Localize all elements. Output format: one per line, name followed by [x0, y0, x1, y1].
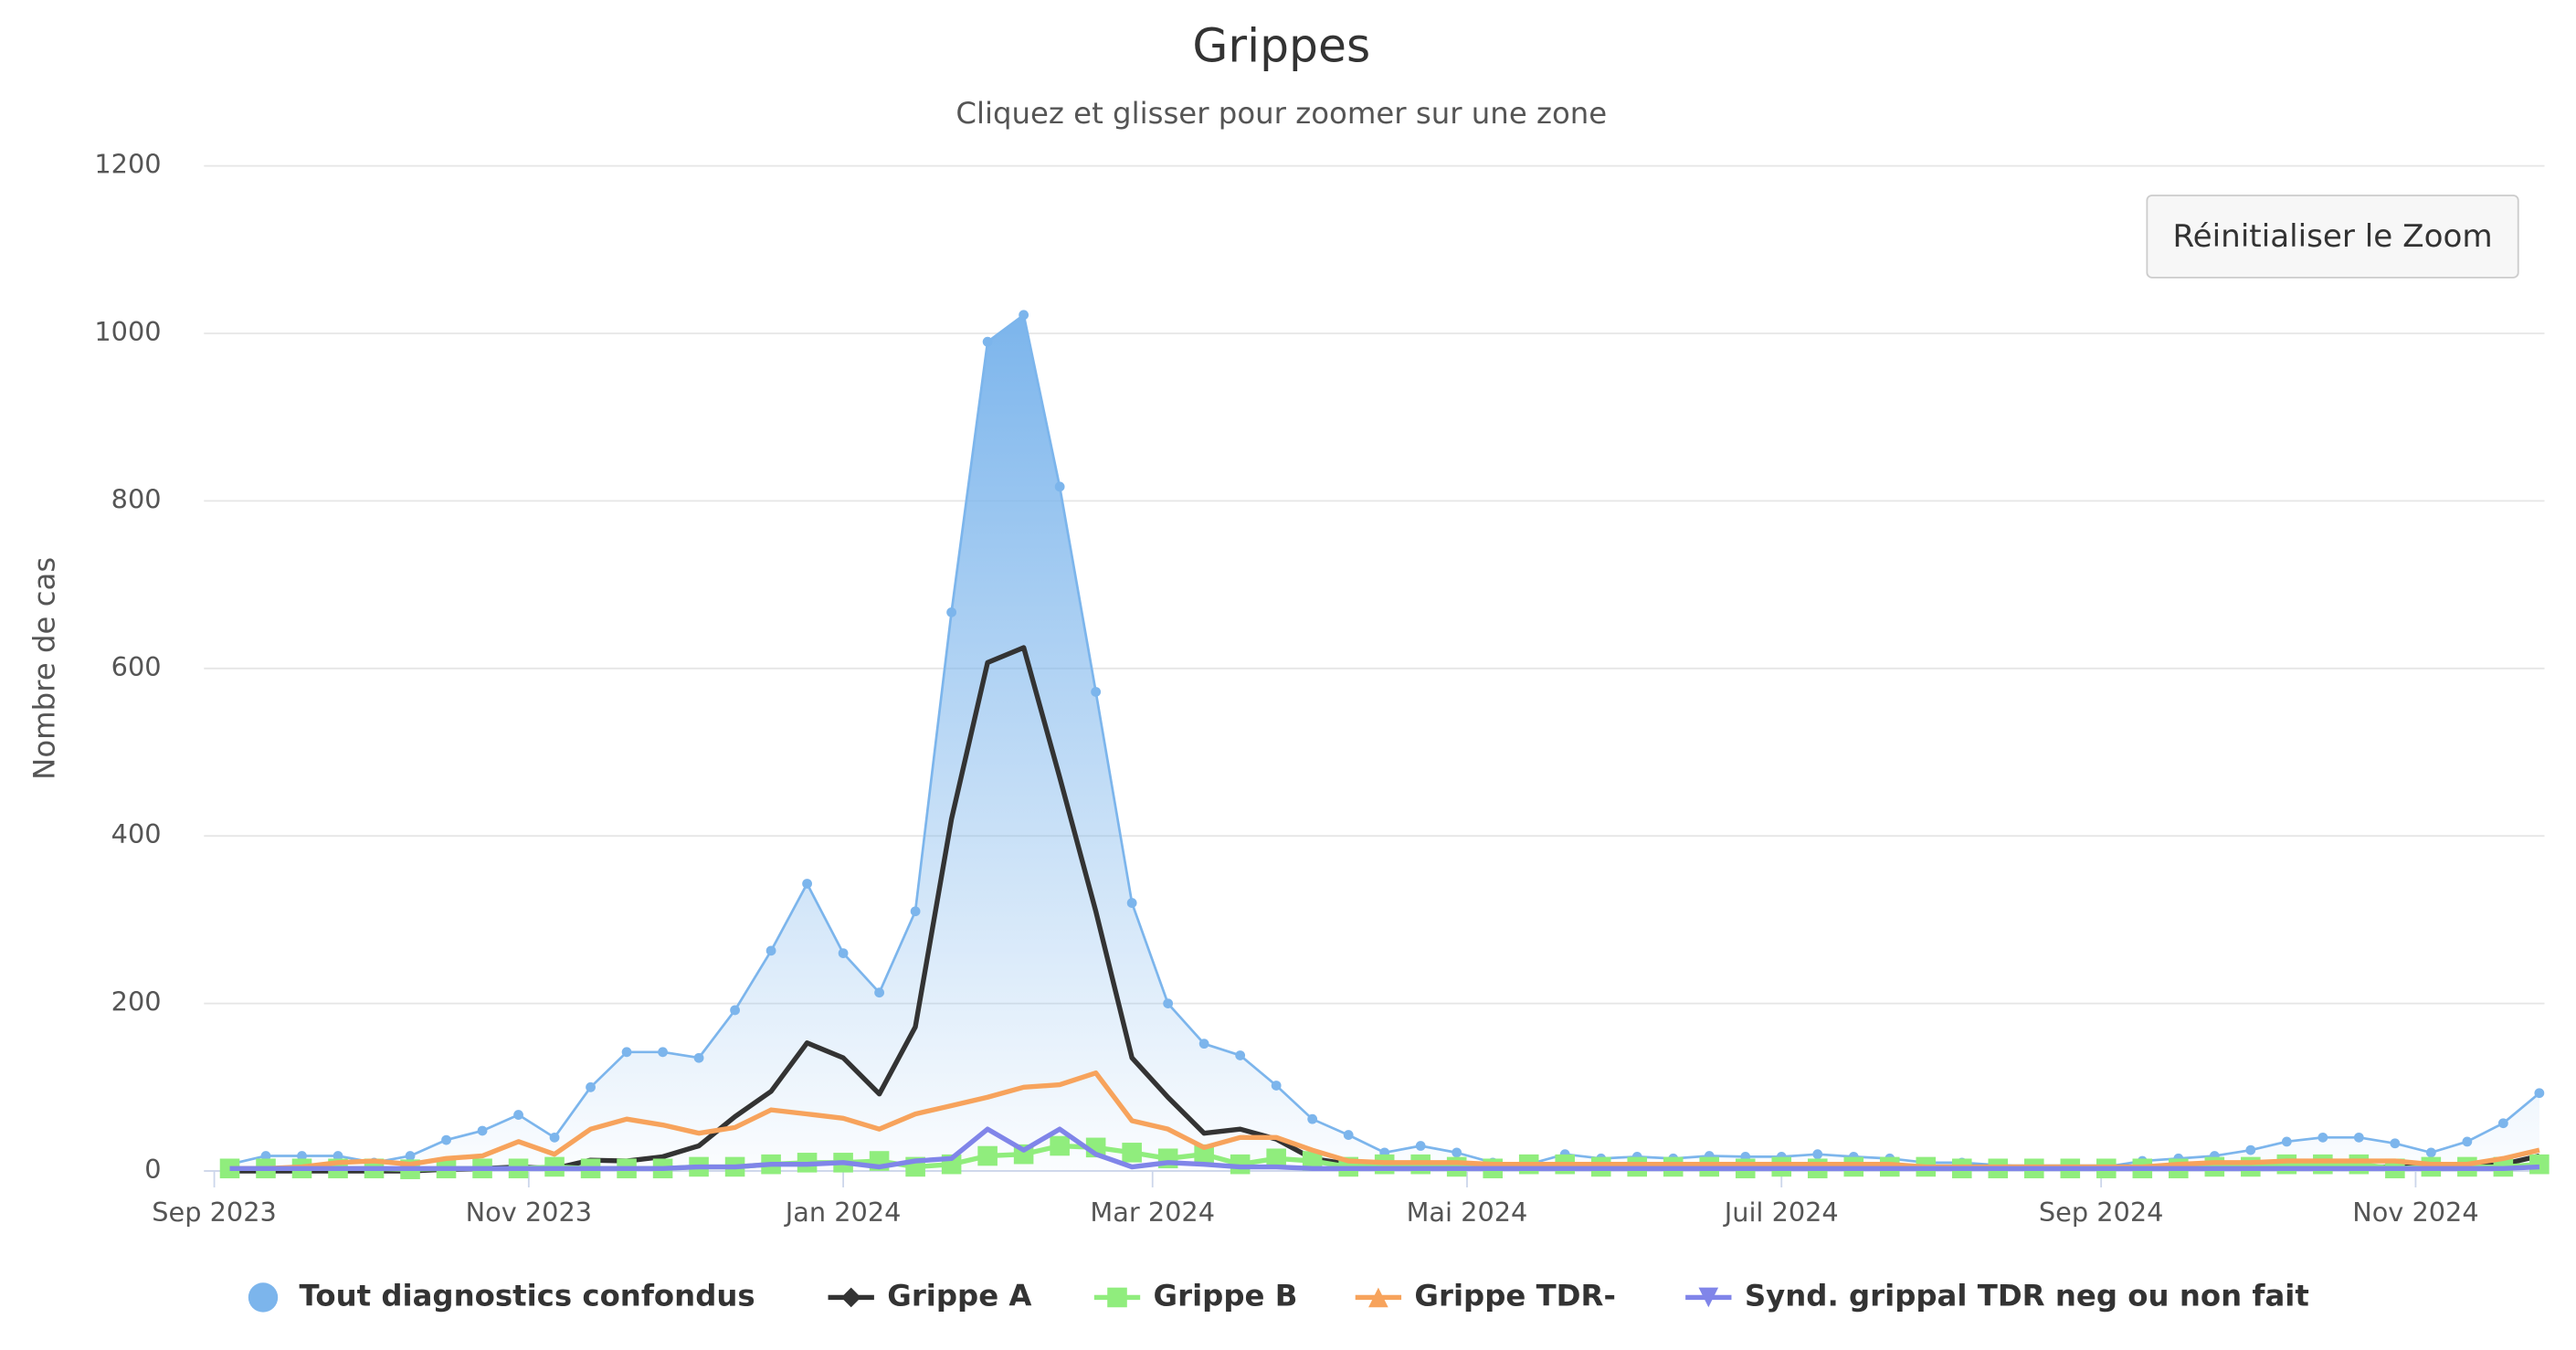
legend-symbol: [1107, 1287, 1127, 1308]
data-point: [2462, 1136, 2473, 1147]
x-tick-label: Jan 2024: [784, 1197, 902, 1228]
data-point: [2317, 1132, 2328, 1143]
button-label[interactable]: Réinitialiser le Zoom: [2172, 218, 2492, 255]
legend-label: Grippe TDR-: [1414, 1278, 1615, 1313]
data-point: [2349, 1154, 2370, 1175]
legend-label: Grippe A: [887, 1278, 1031, 1313]
y-tick-label: 400: [111, 818, 162, 849]
data-point: [333, 1151, 343, 1161]
data-point: [1054, 481, 1065, 492]
data-point: [477, 1125, 488, 1136]
data-point: [1122, 1143, 1142, 1163]
y-tick-label: 1200: [94, 149, 161, 180]
data-point: [1235, 1050, 1246, 1060]
data-point: [658, 1047, 668, 1058]
chart-title: Grippes: [1192, 18, 1370, 72]
data-point: [693, 1052, 704, 1063]
legend-label: Grippe B: [1154, 1278, 1298, 1313]
data-point: [1198, 1039, 1209, 1049]
y-tick-label: 0: [144, 1154, 161, 1185]
data-point: [2529, 1154, 2550, 1175]
x-tick-label: Nov 2024: [2352, 1197, 2478, 1228]
x-tick-label: Sep 2023: [152, 1197, 277, 1228]
data-point: [586, 1081, 596, 1092]
data-point: [621, 1047, 632, 1058]
data-point: [441, 1134, 451, 1145]
series-line: [229, 313, 2540, 1168]
data-point: [946, 606, 957, 617]
y-axis-title: Nombre de cas: [27, 557, 62, 780]
data-point: [1452, 1147, 1462, 1158]
data-point: [1126, 898, 1137, 908]
data-point: [2425, 1147, 2436, 1158]
area: [229, 314, 2539, 1172]
reset-zoom-button[interactable]: Réinitialiser le Zoom: [2146, 195, 2519, 279]
data-point: [1194, 1144, 1214, 1165]
data-point: [219, 1158, 240, 1179]
data-point: [2281, 1136, 2292, 1147]
data-point: [2497, 1118, 2508, 1129]
data-point: [1163, 998, 1174, 1009]
legend-symbol: [840, 1287, 861, 1308]
data-point: [2534, 1088, 2545, 1099]
data-point: [549, 1132, 560, 1143]
data-point: [513, 1110, 523, 1120]
data-point: [977, 1145, 998, 1166]
data-point: [1415, 1141, 1426, 1151]
y-tick-label: 800: [111, 483, 162, 514]
data-point: [1050, 1135, 1070, 1156]
data-point: [1271, 1081, 1282, 1091]
data-point: [2313, 1154, 2333, 1175]
x-tick-label: Mai 2024: [1407, 1197, 1528, 1228]
data-point: [910, 906, 921, 917]
data-point: [2245, 1144, 2256, 1155]
legend-symbol: [248, 1282, 279, 1313]
data-point: [874, 987, 884, 998]
data-point: [1266, 1148, 1286, 1169]
data-point: [730, 1005, 740, 1016]
legend-label: Synd. grippal TDR neg ou non fait: [1745, 1278, 2309, 1313]
legend-symbol: [1368, 1287, 1388, 1308]
data-point: [765, 945, 776, 956]
data-point: [1307, 1113, 1318, 1124]
data-point: [297, 1151, 307, 1161]
series-line: [229, 645, 2540, 1174]
x-tick-label: Juil 2024: [1723, 1197, 1839, 1228]
button-box[interactable]: [2146, 195, 2519, 279]
data-point: [260, 1151, 271, 1161]
y-tick-label: 200: [111, 986, 162, 1018]
legend-symbol: [1698, 1287, 1719, 1308]
data-point: [2276, 1154, 2297, 1175]
data-point: [2353, 1132, 2364, 1143]
y-tick-label: 1000: [94, 316, 161, 347]
legend-label: Tout diagnostics confondus: [300, 1278, 755, 1313]
chart-subtitle: Cliquez et glisser pour zoomer sur une z…: [955, 96, 1607, 131]
data-point: [982, 336, 993, 347]
x-tick-label: Mar 2024: [1090, 1197, 1215, 1228]
y-tick-label: 600: [111, 651, 162, 682]
x-tick-label: Sep 2024: [2039, 1197, 2164, 1228]
data-point: [405, 1151, 416, 1161]
data-point: [1812, 1149, 1823, 1160]
series-line: [229, 1070, 2540, 1172]
data-point: [838, 948, 849, 958]
data-point: [1091, 687, 1102, 697]
series-line: [229, 1126, 2540, 1172]
x-tick-label: Nov 2023: [466, 1197, 592, 1228]
data-point: [802, 879, 812, 889]
data-point: [1019, 310, 1029, 321]
data-point: [1343, 1130, 1354, 1140]
data-point: [2390, 1138, 2401, 1149]
